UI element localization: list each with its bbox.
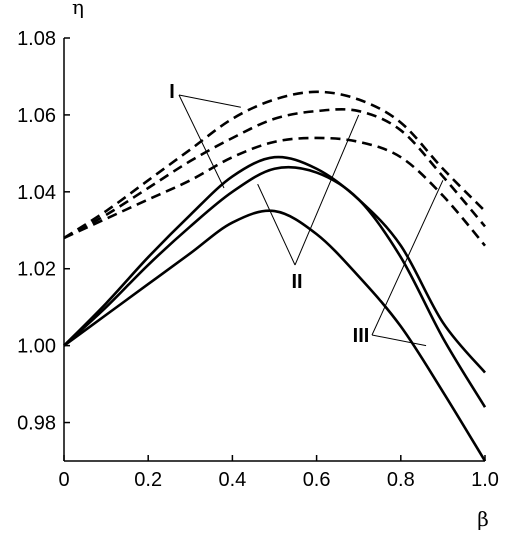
x-tick-label: 0.6: [303, 469, 331, 491]
x-tick-label: 1.0: [471, 469, 499, 491]
axes: 0 0.2 0.4 0.6 0.8 1.0 0.98 1.00 1.02 1.04 1.06 1.08: [17, 28, 499, 491]
group-label-ii: II: [291, 271, 302, 293]
annotation-pointer: [371, 334, 427, 347]
x-tick-label: 0.4: [218, 469, 246, 491]
annotation-pointer: [178, 94, 241, 108]
series-layer: [63, 90, 487, 462]
y-tick-label: 1.02: [17, 259, 56, 281]
y-tick-label: 1.04: [17, 182, 56, 204]
x-tick-label: 0.8: [387, 469, 415, 491]
y-axis-label: η: [72, 0, 84, 19]
dashed-curve-3: [63, 136, 486, 247]
dashed-curve-1: [63, 90, 486, 240]
annotation-pointer: [257, 183, 296, 266]
dashed-curve-2: [63, 108, 486, 240]
solid-curve-4: [63, 155, 486, 374]
solid-curve-5: [63, 165, 487, 408]
annotation-pointer: [294, 114, 360, 266]
solid-curve-6: [63, 209, 487, 462]
y-tick-label: 1.00: [17, 336, 56, 358]
x-axis-label: β: [477, 507, 489, 531]
y-tick-label: 0.98: [17, 413, 56, 435]
y-tick-label: 1.06: [17, 105, 56, 127]
y-tick-label: 1.08: [17, 28, 56, 50]
annotation-pointer: [178, 94, 225, 189]
group-label-iii: III: [353, 325, 370, 347]
x-tick-label: 0: [58, 469, 69, 491]
annotation-pointer: [371, 180, 444, 336]
x-tick-label: 0.2: [134, 469, 162, 491]
group-label-i: I: [169, 81, 175, 103]
